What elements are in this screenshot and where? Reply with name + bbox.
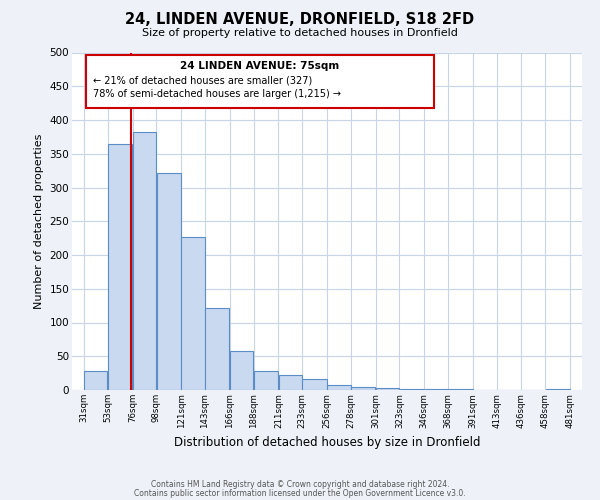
- Bar: [400, 388, 424, 390]
- Text: Contains public sector information licensed under the Open Government Licence v3: Contains public sector information licen…: [134, 488, 466, 498]
- Bar: [84, 371, 107, 390]
- Text: 24 LINDEN AVENUE: 75sqm: 24 LINDEN AVENUE: 75sqm: [181, 60, 340, 70]
- Bar: [254, 371, 278, 390]
- Bar: [351, 386, 376, 390]
- Text: ← 21% of detached houses are smaller (327): ← 21% of detached houses are smaller (32…: [92, 76, 312, 86]
- Bar: [181, 238, 205, 390]
- FancyBboxPatch shape: [86, 55, 434, 108]
- Bar: [230, 351, 253, 390]
- Bar: [376, 388, 399, 390]
- Text: 78% of semi-detached houses are larger (1,215) →: 78% of semi-detached houses are larger (…: [92, 89, 341, 99]
- Bar: [545, 388, 570, 390]
- Bar: [205, 308, 229, 390]
- X-axis label: Distribution of detached houses by size in Dronfield: Distribution of detached houses by size …: [174, 436, 480, 449]
- Bar: [133, 132, 156, 390]
- Bar: [327, 386, 350, 390]
- Bar: [302, 379, 327, 390]
- Text: Contains HM Land Registry data © Crown copyright and database right 2024.: Contains HM Land Registry data © Crown c…: [151, 480, 449, 489]
- Bar: [157, 172, 181, 390]
- Y-axis label: Number of detached properties: Number of detached properties: [34, 134, 44, 309]
- Bar: [278, 375, 302, 390]
- Bar: [108, 144, 132, 390]
- Text: Size of property relative to detached houses in Dronfield: Size of property relative to detached ho…: [142, 28, 458, 38]
- Text: 24, LINDEN AVENUE, DRONFIELD, S18 2FD: 24, LINDEN AVENUE, DRONFIELD, S18 2FD: [125, 12, 475, 28]
